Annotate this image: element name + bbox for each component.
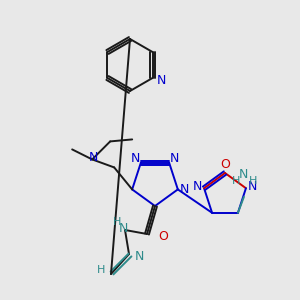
Text: N: N bbox=[239, 168, 249, 181]
Text: O: O bbox=[220, 158, 230, 172]
Text: N: N bbox=[131, 152, 141, 165]
Text: N: N bbox=[248, 180, 258, 193]
Text: O: O bbox=[158, 230, 168, 242]
Text: N: N bbox=[88, 151, 98, 164]
Text: N: N bbox=[180, 183, 190, 196]
Text: N: N bbox=[134, 250, 144, 262]
Text: H: H bbox=[249, 176, 257, 186]
Text: H: H bbox=[97, 265, 105, 275]
Text: N: N bbox=[169, 152, 179, 165]
Text: H: H bbox=[232, 176, 240, 186]
Text: N: N bbox=[118, 221, 128, 235]
Text: N: N bbox=[192, 180, 202, 193]
Text: H: H bbox=[113, 217, 121, 227]
Text: N: N bbox=[157, 74, 166, 86]
